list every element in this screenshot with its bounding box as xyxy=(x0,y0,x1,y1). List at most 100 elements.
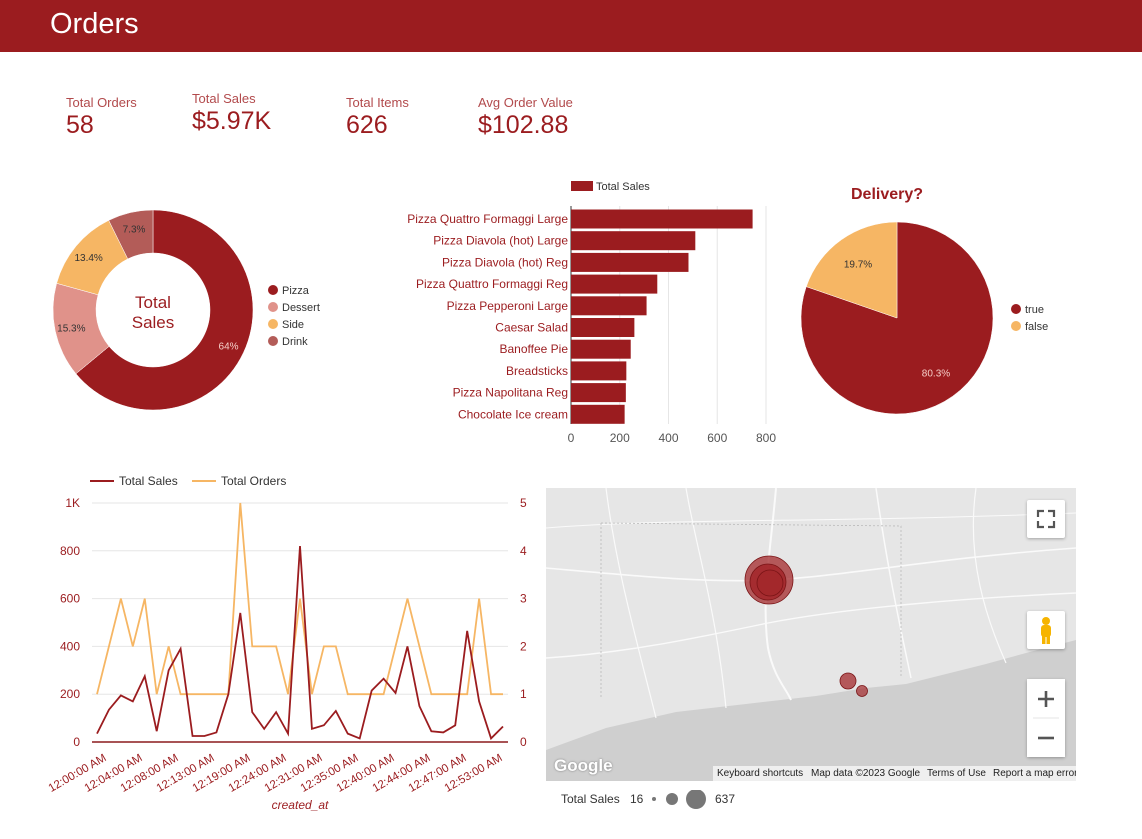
x-axis-label: created_at xyxy=(272,798,329,812)
bar-category-label: Pizza Quattro Formaggi Reg xyxy=(416,277,568,291)
slice-label: 64% xyxy=(219,342,239,353)
keyboard-shortcuts-link[interactable]: Keyboard shortcuts xyxy=(717,768,804,779)
kpi-value: 58 xyxy=(66,111,94,139)
bar xyxy=(571,274,658,294)
slice-label: 80.3% xyxy=(922,369,950,380)
road-line xyxy=(972,488,1007,664)
bar-category-label: Breadsticks xyxy=(506,364,568,378)
x-tick-label: 200 xyxy=(610,431,630,445)
page-header: Orders xyxy=(0,0,1142,52)
legend-swatch xyxy=(268,319,278,329)
bar-category-label: Pizza Diavola (hot) Reg xyxy=(442,255,568,269)
slice-label: 15.3% xyxy=(57,323,85,334)
legend-label: Drink xyxy=(282,336,308,348)
map-data-text: Map data ©2023 Google xyxy=(811,768,921,779)
map-terrain xyxy=(546,488,1076,781)
donut-slice xyxy=(108,209,154,260)
y-left-tick-label: 1K xyxy=(65,496,80,510)
report-map-error-link[interactable]: Report a map error xyxy=(993,768,1076,779)
bar-category-label: Pizza Quattro Formaggi Large xyxy=(407,212,568,226)
sea-area xyxy=(546,640,1076,781)
bar-category-label: Pizza Diavola (hot) Large xyxy=(433,234,568,248)
legend-label: Total Sales xyxy=(119,474,178,488)
chart-title: Delivery? xyxy=(851,186,923,203)
bar xyxy=(571,361,627,381)
sales-orders-line-chart[interactable]: Total Sales Total Orders 0 200 400 600 800 1K 0 1… xyxy=(40,470,540,820)
x-tick-label: 800 xyxy=(756,431,776,445)
legend-swatch xyxy=(571,181,593,191)
map-legend-max: 637 xyxy=(715,792,736,806)
legend-label: Total Orders xyxy=(221,474,286,488)
kpi-value: 626 xyxy=(346,111,388,139)
legend-swatch xyxy=(268,336,278,346)
road-line xyxy=(685,488,727,709)
sales-bubble xyxy=(856,685,868,697)
slice-label: 13.4% xyxy=(74,253,102,264)
y-right-tick-label: 5 xyxy=(520,496,527,510)
series-line-total-orders xyxy=(96,502,503,696)
y-left-tick-label: 600 xyxy=(60,592,80,606)
legend-label: Dessert xyxy=(282,302,320,314)
bar xyxy=(571,231,696,251)
kpi-label: Total Items xyxy=(346,95,409,110)
y-right-tick-label: 3 xyxy=(520,592,527,606)
legend-label: false xyxy=(1025,321,1048,333)
legend-swatch xyxy=(268,285,278,295)
kpi-label: Total Sales xyxy=(192,91,256,106)
map-legend-label: Total Sales xyxy=(561,792,620,806)
river-line xyxy=(764,488,792,701)
kpi-avg-order-value: Avg Order Value $102.88 xyxy=(478,95,573,140)
bar xyxy=(571,383,626,403)
page-title: Orders xyxy=(50,8,139,40)
y-left-tick-label: 200 xyxy=(60,687,80,701)
x-tick-label: 600 xyxy=(707,431,727,445)
terms-of-use-link[interactable]: Terms of Use xyxy=(927,768,986,779)
fullscreen-button[interactable] xyxy=(1027,500,1065,538)
map-attribution: Keyboard shortcuts Map data ©2023 Google… xyxy=(713,766,1076,781)
sales-bubble xyxy=(756,569,784,597)
donut-center-label: Total xyxy=(135,293,171,312)
bar xyxy=(571,339,631,359)
map-legend-min: 16 xyxy=(630,792,644,806)
state-border xyxy=(600,522,902,698)
legend-swatch xyxy=(268,302,278,312)
bar-category-label: Banoffee Pie xyxy=(499,342,568,356)
zoom-in-icon[interactable] xyxy=(1027,679,1065,718)
bar-category-label: Chocolate Ice cream xyxy=(458,407,568,421)
bar xyxy=(571,252,689,272)
bar xyxy=(571,404,625,424)
size-scale-icon xyxy=(652,790,706,809)
bar xyxy=(571,296,647,316)
delivery-pie-chart[interactable]: Delivery? 80.3% 19.7% true false xyxy=(790,178,1090,423)
series-line-total-sales xyxy=(96,545,504,741)
x-tick-label: 400 xyxy=(658,431,678,445)
kpi-total-items: Total Items 626 xyxy=(346,95,409,140)
kpi-value: $102.88 xyxy=(478,111,569,139)
bar-category-label: Pizza Napolitana Reg xyxy=(453,386,568,400)
y-right-tick-label: 0 xyxy=(520,735,527,749)
zoom-buttons xyxy=(1027,679,1065,757)
y-left-tick-label: 400 xyxy=(60,639,80,653)
legend-swatch xyxy=(1011,304,1021,314)
bar xyxy=(571,318,635,337)
slice-label: 7.3% xyxy=(123,225,146,236)
legend-label: true xyxy=(1025,304,1044,316)
product-bar-chart[interactable]: Total Sales 0 200 400 600 800 Pizza Quattro Fo… xyxy=(395,172,795,452)
x-tick-label: 0 xyxy=(568,431,575,445)
sales-map[interactable]: Google Keyboard shortcuts Map data ©2023… xyxy=(546,488,1076,781)
zoom-out-icon[interactable] xyxy=(1027,719,1065,757)
y-right-tick-label: 1 xyxy=(520,687,527,701)
pie-slice xyxy=(805,221,898,319)
y-right-tick-label: 2 xyxy=(520,639,527,653)
kpi-total-orders: Total Orders 58 xyxy=(66,95,137,140)
slice-label: 19.7% xyxy=(844,259,872,270)
bar-category-label: Pizza Pepperoni Large xyxy=(447,299,569,313)
bar xyxy=(571,209,753,229)
y-right-tick-label: 4 xyxy=(520,544,527,558)
legend-swatch xyxy=(1011,321,1021,331)
bar-category-label: Caesar Salad xyxy=(495,321,568,335)
street-view-button[interactable] xyxy=(1027,611,1065,649)
y-left-tick-label: 800 xyxy=(60,544,80,558)
road-line xyxy=(546,592,1076,659)
